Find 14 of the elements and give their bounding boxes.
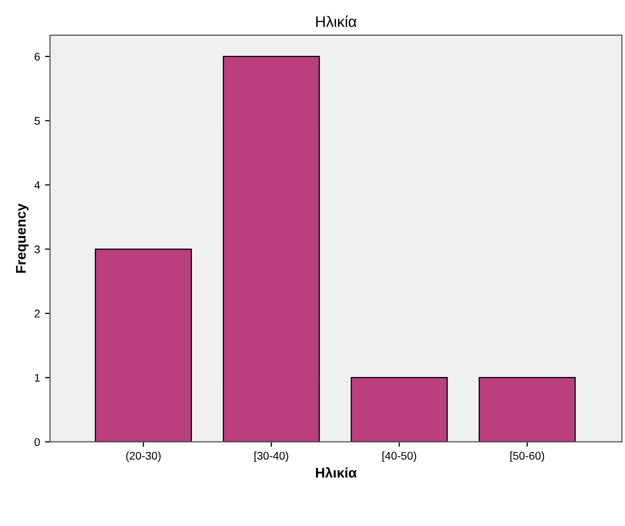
y-tick-label: 4 — [34, 181, 40, 189]
x-tick-label: [40-50) — [382, 452, 416, 462]
y-tick-label: 0 — [34, 438, 40, 446]
y-tick-label: 5 — [34, 117, 40, 125]
x-axis-title: Ηλικία — [316, 467, 357, 478]
chart-title: Ηλικία — [316, 15, 356, 28]
y-tick-label: 3 — [34, 245, 40, 254]
y-tick-label: 2 — [34, 310, 40, 318]
x-tick-label: (20-30) — [126, 452, 161, 462]
x-tick-label: [30-40) — [254, 452, 288, 462]
y-tick-label: 6 — [34, 52, 40, 61]
y-axis-title: Frequency — [16, 203, 29, 273]
y-tick-label: 1 — [34, 374, 40, 382]
x-tick-label: [50-60) — [510, 452, 544, 462]
